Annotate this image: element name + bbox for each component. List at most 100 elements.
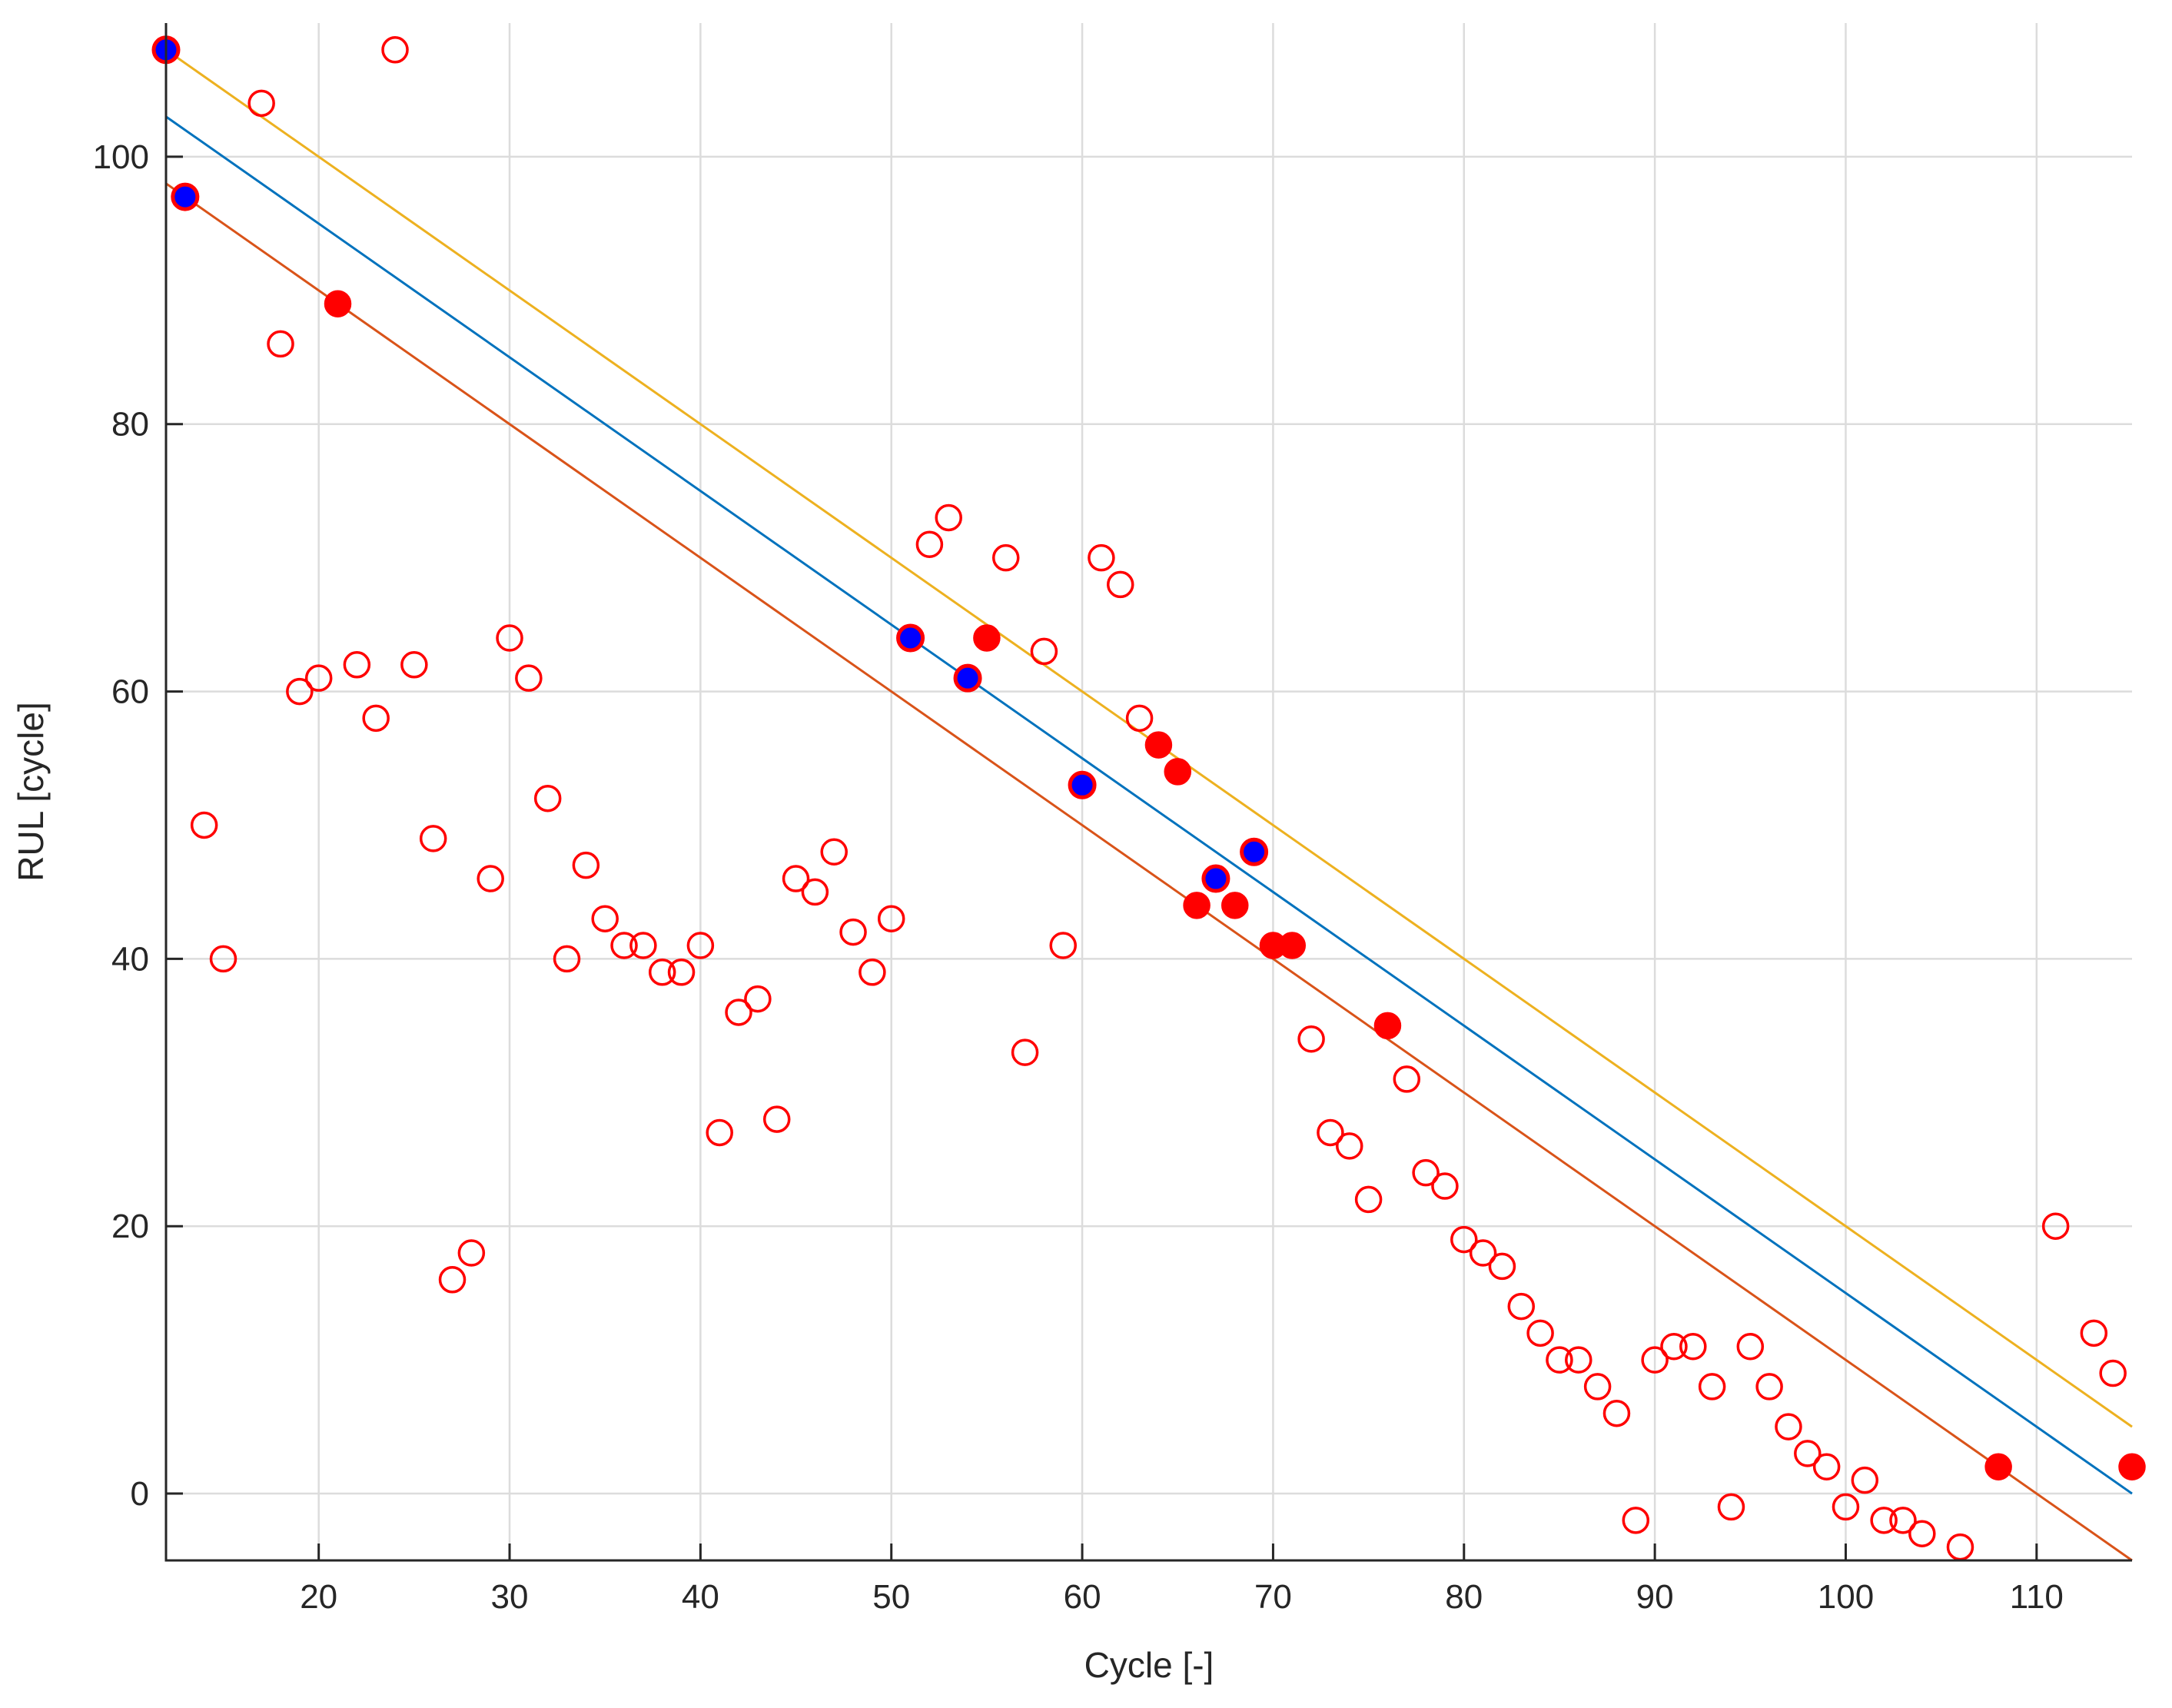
- predictions-outside-point: [839, 918, 867, 946]
- x-tick-label: 100: [1818, 1578, 1874, 1616]
- predictions-outside-point: [438, 1266, 467, 1294]
- x-tick-label: 50: [872, 1578, 910, 1616]
- predictions-outside-point: [610, 932, 638, 959]
- y-axis-label: RUL [cycle]: [11, 702, 51, 881]
- predictions-outside-point: [1450, 1225, 1478, 1254]
- predictions-outside-point: [915, 530, 944, 559]
- predictions-on-line-point: [1068, 770, 1097, 799]
- reference-lines: [165, 48, 2133, 1562]
- predictions-outside-point: [1431, 1172, 1459, 1200]
- predictions-outside-point: [496, 624, 523, 652]
- predictions-outside-point: [744, 985, 772, 1013]
- predictions-outside-point: [706, 1118, 733, 1147]
- predictions-outside-point: [2099, 1359, 2127, 1387]
- predictions-outside-point: [1641, 1346, 1669, 1374]
- predictions-inside-point: [1164, 758, 1192, 786]
- x-tick-label: 30: [491, 1578, 529, 1616]
- predictions-outside-point: [725, 999, 752, 1026]
- predictions-outside-point: [1088, 543, 1115, 572]
- y-tick-label: 20: [111, 1208, 149, 1245]
- predictions-outside-point: [533, 784, 562, 812]
- predictions-on-line-point: [896, 623, 925, 653]
- y-tick-label: 60: [111, 673, 149, 711]
- x-tick-label: 90: [1636, 1578, 1674, 1616]
- x-tick-label: 70: [1254, 1578, 1292, 1616]
- predictions-outside-point: [991, 543, 1020, 572]
- predictions-outside-point: [1622, 1507, 1650, 1534]
- predictions-outside-point: [648, 959, 676, 986]
- predictions-outside-point: [877, 905, 905, 932]
- y-tick-label: 40: [111, 940, 149, 978]
- predictions-outside-point: [1488, 1252, 1516, 1281]
- predictions-outside-point: [1946, 1533, 1974, 1561]
- predictions-outside-point: [1297, 1025, 1325, 1053]
- predictions-outside-point: [935, 503, 962, 532]
- predictions-outside-point: [1526, 1319, 1554, 1347]
- true-rul-line: [165, 115, 2133, 1495]
- predictions-outside-point: [1889, 1507, 1917, 1534]
- predictions-outside-point: [1336, 1132, 1363, 1160]
- predictions-outside-point: [419, 825, 447, 852]
- predictions-outside-point: [1660, 1332, 1688, 1361]
- predictions-outside-point: [1851, 1466, 1879, 1494]
- predictions-inside-point: [1984, 1453, 2012, 1481]
- predictions-inside-point: [973, 624, 1001, 652]
- predictions-outside-point: [591, 905, 619, 932]
- predictions-outside-point: [1412, 1158, 1440, 1187]
- y-tick-label: 80: [111, 406, 149, 444]
- y-tick-label: 100: [93, 138, 149, 176]
- x-axis-label: Cycle [-]: [1084, 1645, 1214, 1685]
- predictions-outside-point: [1507, 1292, 1536, 1321]
- data-points: [151, 35, 2146, 1561]
- predictions-outside-point: [1679, 1332, 1707, 1361]
- predictions-outside-point: [1775, 1413, 1802, 1441]
- predictions-outside-point: [267, 330, 294, 358]
- predictions-outside-point: [1049, 932, 1077, 959]
- x-tick-label: 110: [2010, 1578, 2064, 1616]
- predictions-inside-point: [2118, 1453, 2146, 1481]
- predictions-outside-point: [381, 36, 409, 64]
- predictions-outside-point: [1812, 1453, 1841, 1481]
- predictions-outside-point: [1317, 1118, 1344, 1147]
- predictions-outside-point: [801, 878, 829, 906]
- predictions-outside-point: [1469, 1239, 1497, 1267]
- predictions-outside-point: [686, 932, 715, 959]
- predictions-outside-point: [1030, 637, 1058, 666]
- predictions-outside-point: [209, 945, 237, 973]
- axes-frame: [164, 23, 2132, 1562]
- predictions-inside-point: [1221, 892, 1249, 919]
- predictions-inside-point: [1144, 731, 1173, 759]
- predictions-inside-point: [1183, 892, 1211, 919]
- predictions-outside-point: [2041, 1212, 2070, 1240]
- predictions-outside-point: [343, 651, 371, 679]
- predictions-outside-point: [1011, 1038, 1039, 1066]
- x-tick-label: 40: [682, 1578, 719, 1616]
- predictions-outside-point: [2080, 1319, 2108, 1347]
- predictions-outside-point: [1393, 1065, 1421, 1093]
- predictions-outside-point: [1698, 1373, 1726, 1401]
- predictions-outside-point: [286, 677, 314, 706]
- predictions-outside-point: [1546, 1346, 1573, 1374]
- predictions-on-line-point: [953, 663, 982, 693]
- predictions-inside-point: [1278, 932, 1307, 959]
- predictions-outside-point: [1106, 570, 1134, 599]
- predictions-outside-point: [1717, 1493, 1745, 1521]
- predictions-outside-point: [1908, 1520, 1936, 1547]
- predictions-outside-point: [362, 704, 390, 733]
- predictions-outside-point: [1794, 1440, 1822, 1467]
- x-tick-label: 80: [1445, 1578, 1483, 1616]
- predictions-outside-point: [667, 959, 696, 986]
- predictions-outside-point: [400, 651, 428, 679]
- predictions-outside-point: [1583, 1373, 1612, 1401]
- predictions-inside-point: [1373, 1012, 1402, 1040]
- predictions-outside-point: [1832, 1493, 1860, 1521]
- x-tick-label: 20: [300, 1578, 337, 1616]
- predictions-outside-point: [477, 865, 504, 892]
- predictions-outside-point: [572, 851, 600, 879]
- predictions-outside-point: [304, 664, 333, 692]
- predictions-outside-point: [1736, 1332, 1765, 1361]
- predictions-on-line-point: [1201, 864, 1230, 893]
- predictions-outside-point: [1870, 1507, 1898, 1534]
- predictions-outside-point: [1354, 1185, 1383, 1214]
